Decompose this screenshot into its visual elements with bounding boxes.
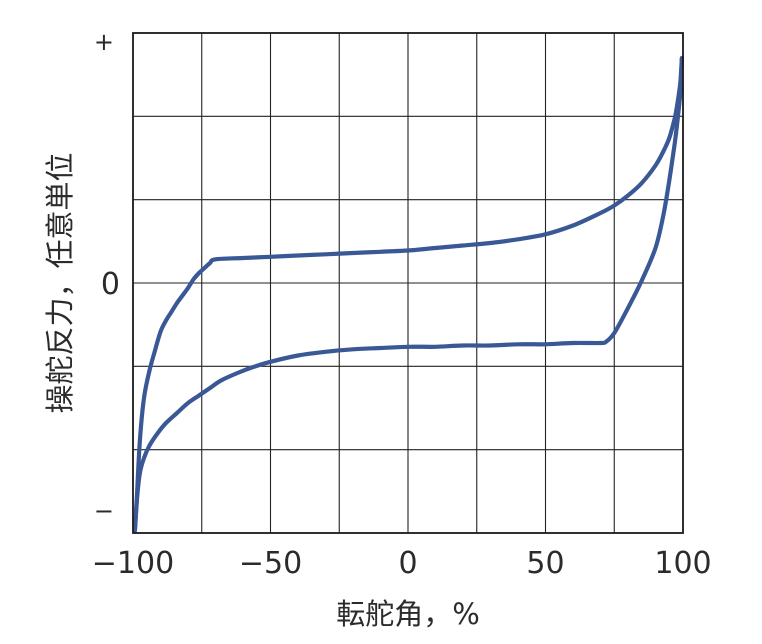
y-tick-label: − xyxy=(94,497,114,525)
plot-frame xyxy=(132,32,684,534)
y-tick-label: 0 xyxy=(101,267,120,302)
y-axis-title: 操舵反力，任意単位 xyxy=(43,152,77,413)
grid xyxy=(133,33,683,533)
upper-curve-line xyxy=(132,55,684,533)
x-tick-label: −50 xyxy=(239,546,302,581)
x-axis-title: 転舵角，% xyxy=(336,597,480,631)
tick-labels: −100 −50 0 50 100 − 0 + xyxy=(92,28,712,581)
x-tick-label: −100 xyxy=(92,546,174,581)
x-tick-label: 100 xyxy=(654,546,711,581)
y-tick-label: + xyxy=(94,28,114,56)
curves xyxy=(132,55,684,533)
x-tick-label: 0 xyxy=(398,546,417,581)
x-tick-label: 50 xyxy=(526,546,564,581)
lower-curve-line xyxy=(132,55,684,533)
